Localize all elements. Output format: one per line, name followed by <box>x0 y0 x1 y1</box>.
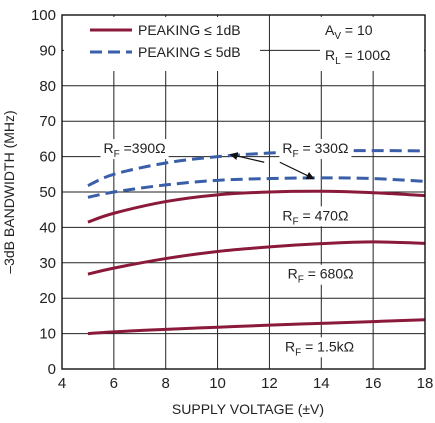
label-main: R <box>285 338 295 354</box>
x-tick-label: 6 <box>110 375 118 392</box>
label-sub: F <box>293 216 299 227</box>
conditions-backdrop <box>320 17 424 71</box>
label-sub: F <box>293 149 299 160</box>
series-line-1 <box>87 176 426 199</box>
x-tick-label: 8 <box>162 375 170 392</box>
y-tick-label: 20 <box>39 290 56 307</box>
label-sub: F <box>295 347 301 358</box>
x-tick-label: 14 <box>313 375 330 392</box>
annotation-arrow-0 <box>229 152 265 163</box>
label-main: R <box>288 266 298 282</box>
label-sub: F <box>114 149 120 160</box>
label-sub: F <box>298 275 304 286</box>
curve-label: AV = 10 <box>325 22 373 42</box>
label-sub: V <box>334 31 341 42</box>
y-tick-label: 30 <box>39 255 56 272</box>
curve-label: RF = 1.5kΩ <box>285 338 354 358</box>
label-backdrop <box>279 139 352 160</box>
y-tick-label: 90 <box>39 42 56 59</box>
curve-label: RF = 330Ω <box>282 140 348 160</box>
label-backdrop <box>100 139 169 160</box>
label-main: R <box>325 47 335 63</box>
label-rest: = 1.5kΩ <box>301 338 354 354</box>
label-backdrop <box>284 264 357 285</box>
x-tick-label: 18 <box>417 375 434 392</box>
test-conditions: AV = 10 RL = 100Ω <box>320 17 424 71</box>
x-tick-label: 4 <box>58 375 66 392</box>
series-lines <box>87 149 426 336</box>
label-backdrop <box>281 337 358 358</box>
annotation-arrow-1 <box>279 161 315 180</box>
y-tick-label: 50 <box>39 184 56 201</box>
label-rest: =390Ω <box>120 140 166 156</box>
y-tick-label: 80 <box>39 78 56 95</box>
label-main: R <box>282 140 292 156</box>
label-rest: = 470Ω <box>299 207 349 223</box>
label-rest: = 680Ω <box>304 266 354 282</box>
curve-label: RF = 680Ω <box>288 266 354 286</box>
curve-label: RL = 100Ω <box>325 47 390 67</box>
x-tick-label: 10 <box>209 375 226 392</box>
legend-label: PEAKING ≤ 5dB <box>138 44 241 60</box>
tick-labels: 4 6 8 10 12 14 16 18 0 10 20 30 40 50 60 70 80 90 100 <box>31 7 433 392</box>
y-tick-label: 40 <box>39 219 56 236</box>
x-tick-label: 16 <box>365 375 382 392</box>
y-tick-label: 100 <box>31 7 56 24</box>
legend-label: PEAKING ≤ 1dB <box>138 22 241 38</box>
label-main: R <box>282 207 292 223</box>
label-sub: L <box>335 56 341 67</box>
label-rest: = 330Ω <box>299 140 349 156</box>
x-axis-title: SUPPLY VOLTAGE (±V) <box>172 401 324 417</box>
y-tick-label: 10 <box>39 326 56 343</box>
label-main: R <box>103 140 113 156</box>
curve-label: RF =390Ω <box>103 140 165 160</box>
legend: PEAKING ≤ 1dB PEAKING ≤ 5dB <box>64 17 260 71</box>
label-main: A <box>325 22 335 38</box>
label-backdrop <box>279 206 352 227</box>
curve-label: RF = 470Ω <box>282 207 348 227</box>
x-tick-label: 12 <box>261 375 278 392</box>
series-line-4 <box>87 318 426 336</box>
plot-border <box>61 14 426 370</box>
label-rest: = 10 <box>341 22 373 38</box>
label-rest: = 100Ω <box>341 47 391 63</box>
y-tick-label: 60 <box>39 149 56 166</box>
legend-backdrop <box>64 17 260 71</box>
series-line-3 <box>87 240 426 276</box>
y-axis-title: –3dB BANDWIDTH (MHz) <box>1 110 17 273</box>
y-tick-label: 70 <box>39 113 56 130</box>
plot-frame <box>61 14 426 370</box>
y-tick-label: 0 <box>48 361 56 378</box>
series-line-2 <box>87 189 426 224</box>
